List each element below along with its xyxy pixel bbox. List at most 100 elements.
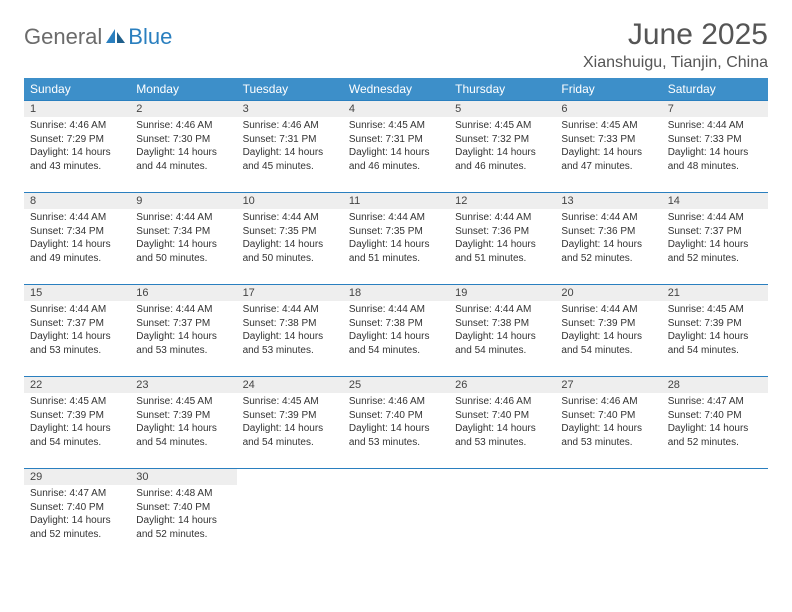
day-cell: 28Sunrise: 4:47 AMSunset: 7:40 PMDayligh…: [662, 376, 768, 468]
sunrise-line: Sunrise: 4:44 AM: [455, 303, 549, 317]
day-number: 26: [449, 376, 555, 393]
daylight-line: Daylight: 14 hours and 52 minutes.: [668, 238, 762, 265]
daylight-line: Daylight: 14 hours and 46 minutes.: [455, 146, 549, 173]
day-cell: 6 Sunrise: 4:45 AMSunset: 7:33 PMDaylight…: [555, 100, 661, 192]
day-cell: 13Sunrise: 4:44 AMSunset: 7:36 PMDayligh…: [555, 192, 661, 284]
day-number: 23: [130, 376, 236, 393]
day-data: Sunrise: 4:46 AMSunset: 7:40 PMDaylight:…: [343, 393, 449, 455]
calendar: SundayMondayTuesdayWednesdayThursdayFrid…: [24, 78, 768, 560]
day-cell: 20Sunrise: 4:44 AMSunset: 7:39 PMDayligh…: [555, 284, 661, 376]
sunset-line: Sunset: 7:39 PM: [243, 409, 337, 423]
weekday-header: Monday: [130, 78, 236, 100]
day-cell: 16Sunrise: 4:44 AMSunset: 7:37 PMDayligh…: [130, 284, 236, 376]
day-number: 16: [130, 284, 236, 301]
day-data: Sunrise: 4:44 AMSunset: 7:38 PMDaylight:…: [449, 301, 555, 363]
sunrise-line: Sunrise: 4:44 AM: [243, 211, 337, 225]
day-cell: 11Sunrise: 4:44 AMSunset: 7:35 PMDayligh…: [343, 192, 449, 284]
day-number: 18: [343, 284, 449, 301]
daylight-line: Daylight: 14 hours and 52 minutes.: [136, 514, 230, 541]
day-number: 6: [555, 100, 661, 117]
daylight-line: Daylight: 14 hours and 52 minutes.: [668, 422, 762, 449]
day-data: Sunrise: 4:44 AMSunset: 7:38 PMDaylight:…: [237, 301, 343, 363]
day-cell: 23Sunrise: 4:45 AMSunset: 7:39 PMDayligh…: [130, 376, 236, 468]
day-cell: 17Sunrise: 4:44 AMSunset: 7:38 PMDayligh…: [237, 284, 343, 376]
day-data: Sunrise: 4:46 AMSunset: 7:29 PMDaylight:…: [24, 117, 130, 179]
daylight-line: Daylight: 14 hours and 54 minutes.: [668, 330, 762, 357]
day-cell: 1Sunrise: 4:46 AMSunset: 7:29 PMDaylight…: [24, 100, 130, 192]
sunrise-line: Sunrise: 4:45 AM: [668, 303, 762, 317]
sunrise-line: Sunrise: 4:46 AM: [561, 395, 655, 409]
day-cell: [555, 468, 661, 560]
weekday-header: Saturday: [662, 78, 768, 100]
day-data: Sunrise: 4:44 AMSunset: 7:35 PMDaylight:…: [343, 209, 449, 271]
sunrise-line: Sunrise: 4:47 AM: [30, 487, 124, 501]
sunset-line: Sunset: 7:34 PM: [30, 225, 124, 239]
daylight-line: Daylight: 14 hours and 54 minutes.: [349, 330, 443, 357]
day-data: Sunrise: 4:46 AMSunset: 7:40 PMDaylight:…: [555, 393, 661, 455]
day-cell: 30Sunrise: 4:48 AMSunset: 7:40 PMDayligh…: [130, 468, 236, 560]
weekday-header: Wednesday: [343, 78, 449, 100]
day-cell: [662, 468, 768, 560]
sunrise-line: Sunrise: 4:44 AM: [668, 211, 762, 225]
daylight-line: Daylight: 14 hours and 53 minutes.: [136, 330, 230, 357]
week-row: 22Sunrise: 4:45 AMSunset: 7:39 PMDayligh…: [24, 376, 768, 468]
day-data: Sunrise: 4:45 AMSunset: 7:39 PMDaylight:…: [130, 393, 236, 455]
weekday-header: Thursday: [449, 78, 555, 100]
sunset-line: Sunset: 7:30 PM: [136, 133, 230, 147]
weekday-header: Tuesday: [237, 78, 343, 100]
day-cell: 15Sunrise: 4:44 AMSunset: 7:37 PMDayligh…: [24, 284, 130, 376]
sunrise-line: Sunrise: 4:45 AM: [561, 119, 655, 133]
daylight-line: Daylight: 14 hours and 54 minutes.: [243, 422, 337, 449]
daylight-line: Daylight: 14 hours and 53 minutes.: [243, 330, 337, 357]
daylight-line: Daylight: 14 hours and 47 minutes.: [561, 146, 655, 173]
day-number: 17: [237, 284, 343, 301]
title-block: June 2025 Xianshuigu, Tianjin, China: [583, 18, 768, 72]
day-number: 11: [343, 192, 449, 209]
daylight-line: Daylight: 14 hours and 46 minutes.: [349, 146, 443, 173]
daylight-line: Daylight: 14 hours and 50 minutes.: [243, 238, 337, 265]
day-cell: [237, 468, 343, 560]
day-data: Sunrise: 4:44 AMSunset: 7:37 PMDaylight:…: [130, 301, 236, 363]
daylight-line: Daylight: 14 hours and 54 minutes.: [30, 422, 124, 449]
day-number: 25: [343, 376, 449, 393]
weekday-header-row: SundayMondayTuesdayWednesdayThursdayFrid…: [24, 78, 768, 100]
day-number: 22: [24, 376, 130, 393]
empty-day: [555, 468, 661, 485]
sunrise-line: Sunrise: 4:44 AM: [349, 303, 443, 317]
daylight-line: Daylight: 14 hours and 51 minutes.: [455, 238, 549, 265]
sunset-line: Sunset: 7:33 PM: [561, 133, 655, 147]
day-cell: 2Sunrise: 4:46 AMSunset: 7:30 PMDaylight…: [130, 100, 236, 192]
day-number: 30: [130, 468, 236, 485]
empty-day: [237, 468, 343, 485]
sunset-line: Sunset: 7:31 PM: [243, 133, 337, 147]
sunset-line: Sunset: 7:40 PM: [349, 409, 443, 423]
sunrise-line: Sunrise: 4:44 AM: [668, 119, 762, 133]
day-number: 21: [662, 284, 768, 301]
sunrise-line: Sunrise: 4:47 AM: [668, 395, 762, 409]
daylight-line: Daylight: 14 hours and 48 minutes.: [668, 146, 762, 173]
sunrise-line: Sunrise: 4:45 AM: [136, 395, 230, 409]
day-data: Sunrise: 4:44 AMSunset: 7:36 PMDaylight:…: [555, 209, 661, 271]
day-number: 9: [130, 192, 236, 209]
sunrise-line: Sunrise: 4:48 AM: [136, 487, 230, 501]
daylight-line: Daylight: 14 hours and 53 minutes.: [561, 422, 655, 449]
daylight-line: Daylight: 14 hours and 45 minutes.: [243, 146, 337, 173]
day-cell: 10Sunrise: 4:44 AMSunset: 7:35 PMDayligh…: [237, 192, 343, 284]
day-cell: [449, 468, 555, 560]
day-cell: 25Sunrise: 4:46 AMSunset: 7:40 PMDayligh…: [343, 376, 449, 468]
sunset-line: Sunset: 7:39 PM: [30, 409, 124, 423]
day-cell: 19Sunrise: 4:44 AMSunset: 7:38 PMDayligh…: [449, 284, 555, 376]
logo-text-blue: Blue: [128, 24, 172, 50]
daylight-line: Daylight: 14 hours and 52 minutes.: [561, 238, 655, 265]
day-number: 4: [343, 100, 449, 117]
week-row: 1Sunrise: 4:46 AMSunset: 7:29 PMDaylight…: [24, 100, 768, 192]
week-row: 29Sunrise: 4:47 AMSunset: 7:40 PMDayligh…: [24, 468, 768, 560]
sunrise-line: Sunrise: 4:46 AM: [455, 395, 549, 409]
sunset-line: Sunset: 7:39 PM: [668, 317, 762, 331]
empty-day: [343, 468, 449, 485]
day-cell: 5Sunrise: 4:45 AMSunset: 7:32 PMDaylight…: [449, 100, 555, 192]
day-number: 24: [237, 376, 343, 393]
day-data: Sunrise: 4:44 AMSunset: 7:35 PMDaylight:…: [237, 209, 343, 271]
day-cell: 22Sunrise: 4:45 AMSunset: 7:39 PMDayligh…: [24, 376, 130, 468]
day-number: 1: [24, 100, 130, 117]
